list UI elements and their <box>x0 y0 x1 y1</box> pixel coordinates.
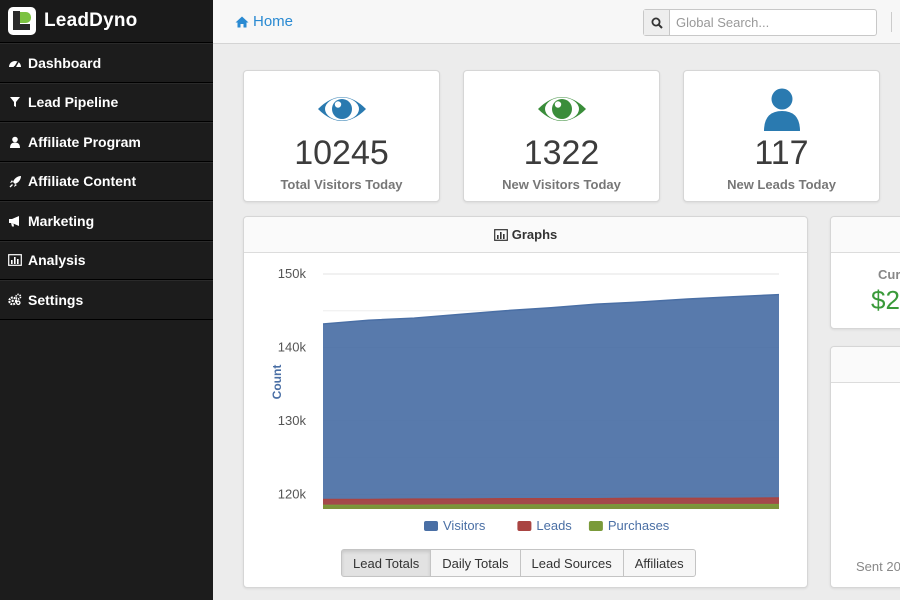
stat-value: 1322 <box>523 134 600 172</box>
eye-icon <box>537 97 586 121</box>
stat-label: Total Visitors Today <box>280 177 403 192</box>
stat-value: 117 <box>754 134 809 172</box>
dashboard-icon <box>8 56 22 70</box>
filter-icon <box>8 95 22 109</box>
graphs-title: Graphs <box>511 227 558 242</box>
sidebar-item-analysis[interactable]: Analysis <box>0 240 213 280</box>
rocket-icon <box>8 174 22 188</box>
stat-card-total-visitors: 10245 Total Visitors Today <box>243 70 440 202</box>
pie-chart-partial <box>831 407 900 547</box>
lead-totals-chart: 120k 130k 140k 150k Count Visitors Leads Purcha… <box>270 266 780 533</box>
tab-lead-sources[interactable]: Lead Sources <box>519 549 624 577</box>
breadcrumb-home[interactable]: Home <box>235 13 293 30</box>
sidebar-item-affiliate-content[interactable]: Affiliate Content <box>0 161 213 201</box>
series-line-leads <box>323 497 780 501</box>
y-tick-label: 140k <box>278 339 307 354</box>
series-line-visitors <box>322 293 780 325</box>
legend-label-leads: Leads <box>536 518 572 533</box>
top-bar: Home <box>213 0 900 44</box>
series-line-purchases <box>323 503 779 507</box>
sidebar-item-affiliate-program[interactable]: Affiliate Program <box>0 122 213 162</box>
legend-swatch-purchases <box>588 521 603 531</box>
sidebar: LeadDyno Dashboard Lead Pipeline Affilia… <box>0 0 213 600</box>
y-tick-label: 120k <box>278 486 307 501</box>
tab-daily-totals[interactable]: Daily Totals <box>430 549 521 577</box>
sidebar-item-lead-pipeline[interactable]: Lead Pipeline <box>0 82 213 122</box>
sidebar-item-marketing[interactable]: Marketing <box>0 201 213 241</box>
divider <box>891 12 892 32</box>
bullhorn-icon <box>8 214 22 228</box>
sidebar-item-label: Dashboard <box>28 54 102 71</box>
breadcrumb-label: Home <box>253 13 294 30</box>
user-icon <box>763 88 800 131</box>
revenue-value: $2 <box>871 285 900 315</box>
stat-value: 10245 <box>294 134 389 172</box>
global-search <box>643 9 877 36</box>
tab-affiliates[interactable]: Affiliates <box>622 549 696 577</box>
brand[interactable]: LeadDyno <box>0 0 213 43</box>
legend-label-visitors: Visitors <box>443 518 486 533</box>
sidebar-item-label: Marketing <box>28 212 95 229</box>
legend-swatch-leads <box>517 521 532 531</box>
logo-icon <box>8 7 36 35</box>
sidebar-item-label: Affiliate Content <box>28 173 137 190</box>
sidebar-item-label: Analysis <box>28 252 86 269</box>
sidebar-item-settings[interactable]: Settings <box>0 280 213 320</box>
emails-card: Sent 20 <box>830 346 900 588</box>
brand-name: LeadDyno <box>44 10 138 31</box>
user-icon <box>8 135 22 149</box>
home-icon <box>235 16 249 27</box>
graph-tabs: Lead Totals Daily Totals Lead Sources Af… <box>341 549 696 577</box>
search-icon <box>651 17 663 29</box>
revenue-label: Cur <box>878 267 900 282</box>
revenue-card: Cur $2 <box>830 216 900 329</box>
bar-chart-icon <box>8 253 22 267</box>
graphs-panel-header: Graphs <box>244 217 807 253</box>
graphs-panel: Graphs 120k 130k 140k 150k Count Visitors Lead… <box>243 216 808 588</box>
revenue-card-header <box>831 217 900 253</box>
legend-swatch-visitors <box>424 521 438 531</box>
sent-count: Sent 20 <box>856 559 900 574</box>
y-axis-label: Count <box>270 365 284 400</box>
stat-card-new-leads: 117 New Leads Today <box>683 70 880 202</box>
legend-label-purchases: Purchases <box>608 518 670 533</box>
series-area-visitors <box>323 294 779 509</box>
eye-icon <box>317 97 366 121</box>
cogs-icon <box>8 293 22 307</box>
bar-chart-icon <box>493 228 508 241</box>
stat-card-new-visitors: 1322 New Visitors Today <box>463 70 660 202</box>
y-tick-label: 130k <box>278 413 307 428</box>
sidebar-item-label: Lead Pipeline <box>28 94 119 111</box>
sidebar-item-label: Affiliate Program <box>28 133 141 150</box>
emails-card-header <box>831 347 900 383</box>
sidebar-item-label: Settings <box>28 291 84 308</box>
sidebar-item-dashboard[interactable]: Dashboard <box>0 43 213 83</box>
y-tick-label: 150k <box>278 266 307 281</box>
stat-label: New Leads Today <box>727 177 836 192</box>
tab-lead-totals[interactable]: Lead Totals <box>341 549 432 577</box>
search-input[interactable] <box>670 10 876 35</box>
search-button[interactable] <box>644 10 670 35</box>
stat-label: New Visitors Today <box>502 177 621 192</box>
